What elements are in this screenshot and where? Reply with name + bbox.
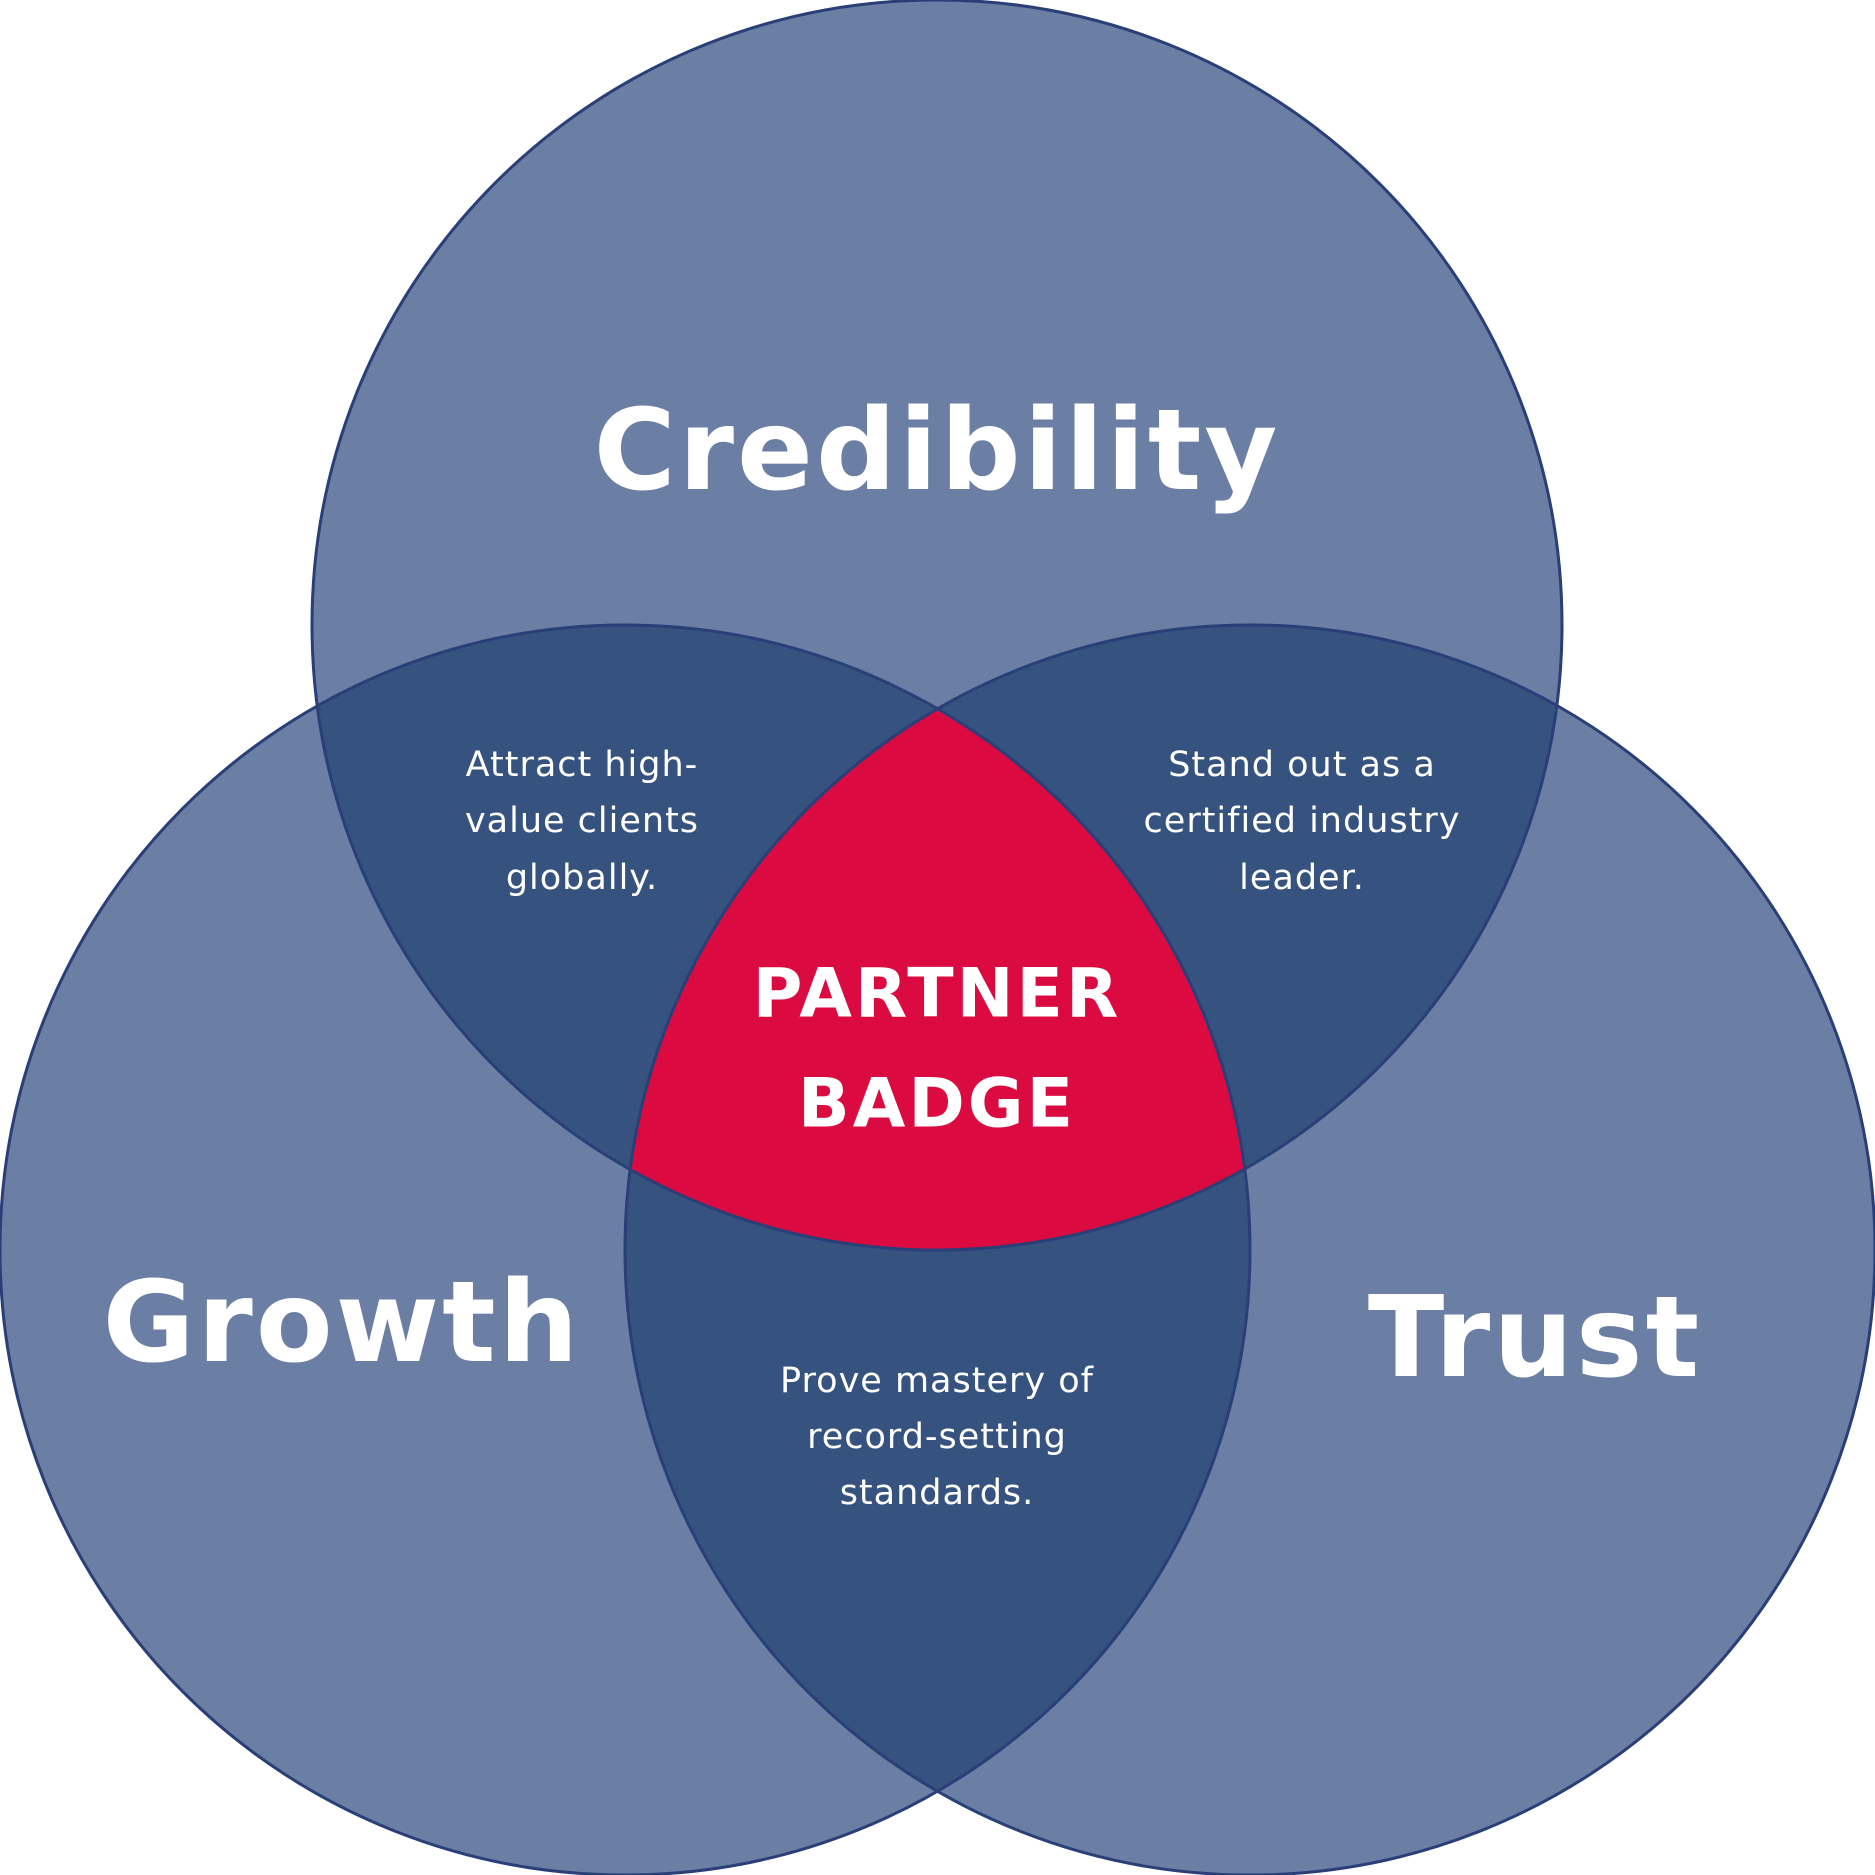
credibility-label: Credibility (594, 386, 1281, 516)
growth-label: Growth (103, 1258, 582, 1388)
credibility-growth-text-line-2: value clients (465, 801, 699, 841)
credibility-growth-text-line-1: Attract high- (466, 745, 699, 785)
credibility-trust-text-line-3: leader. (1239, 858, 1365, 898)
growth-trust-text-line-1: Prove mastery of (780, 1361, 1094, 1401)
trust-outline (623, 623, 1875, 1875)
growth-outline (0, 623, 1252, 1875)
credibility-trust-text-line-1: Stand out as a (1168, 745, 1436, 785)
credibility-growth-text-line-3: globally. (506, 858, 658, 898)
trust-label: Trust (1368, 1273, 1702, 1403)
credibility-trust-text-line-2: certified industry (1144, 801, 1461, 841)
center-label-line-1: PARTNER (753, 955, 1122, 1034)
credibility-outline (310, 0, 1564, 1252)
growth-trust-text-line-2: record-setting (807, 1417, 1067, 1457)
center-label-line-2: BADGE (798, 1065, 1076, 1144)
growth-trust-text-line-3: standards. (840, 1473, 1035, 1513)
center-overlap (625, 625, 1250, 1250)
